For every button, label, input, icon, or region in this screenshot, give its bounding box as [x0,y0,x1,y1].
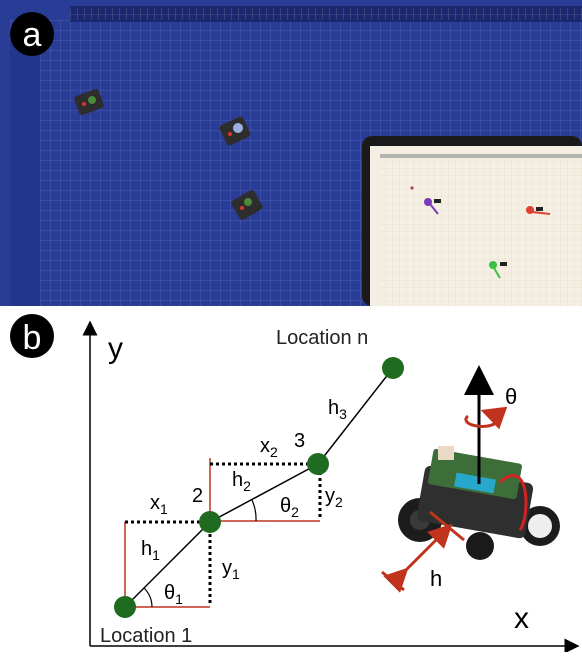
x1-label: x1 [150,492,168,517]
robot-illustration [392,426,562,566]
robot-2 [219,116,251,146]
h2-label: h2 [232,469,251,494]
location-2-node [199,511,221,533]
laptop-screen [362,136,582,306]
location-n-label: Location n [276,327,368,349]
panel-b-diagram: b y x Locatio [0,306,582,654]
badge-a-circle [10,12,54,56]
location-1-node [114,596,136,618]
h3-label: h3 [328,397,347,422]
theta2-label: θ2 [280,495,299,520]
y2-label: y2 [325,485,343,510]
theta-label: θ [505,384,517,409]
robot-caster [466,532,494,560]
badge-b-label: b [23,319,42,357]
trajectory [124,367,394,608]
location-1-label: Location 1 [100,625,192,647]
robot-1 [74,89,104,115]
screen-marker-red [526,206,551,215]
location-3-node [307,453,329,475]
theta1-label: θ1 [164,582,183,607]
x2-label: x2 [260,435,278,460]
grid-board-photo: a [0,0,582,306]
panel-a-photo: a [0,0,582,306]
badge-a-label: a [23,16,42,54]
top-ruler-ticks [70,8,582,20]
theta1-arc [143,587,153,608]
width-arrow [383,523,453,593]
screen-marker-green [489,261,507,279]
node-3-label: 3 [294,430,305,452]
h-label: h [430,566,442,591]
y-axis-label: y [108,332,123,365]
y1-label: y1 [222,557,240,582]
red-triangles [124,458,320,608]
h1-label: h1 [141,538,160,563]
badge-b-circle [10,314,54,358]
dotted-guides [125,462,322,606]
left-ruler [10,40,40,306]
x-axis-label: x [514,602,529,635]
rotation-arrow [464,406,508,430]
robot-3 [231,190,263,220]
theta2-arc [251,499,257,522]
localization-diagram: b y x Locatio [10,314,580,654]
screen-marker-purple [424,198,441,215]
node-2-label: 2 [192,485,203,507]
location-n-node [382,357,404,379]
